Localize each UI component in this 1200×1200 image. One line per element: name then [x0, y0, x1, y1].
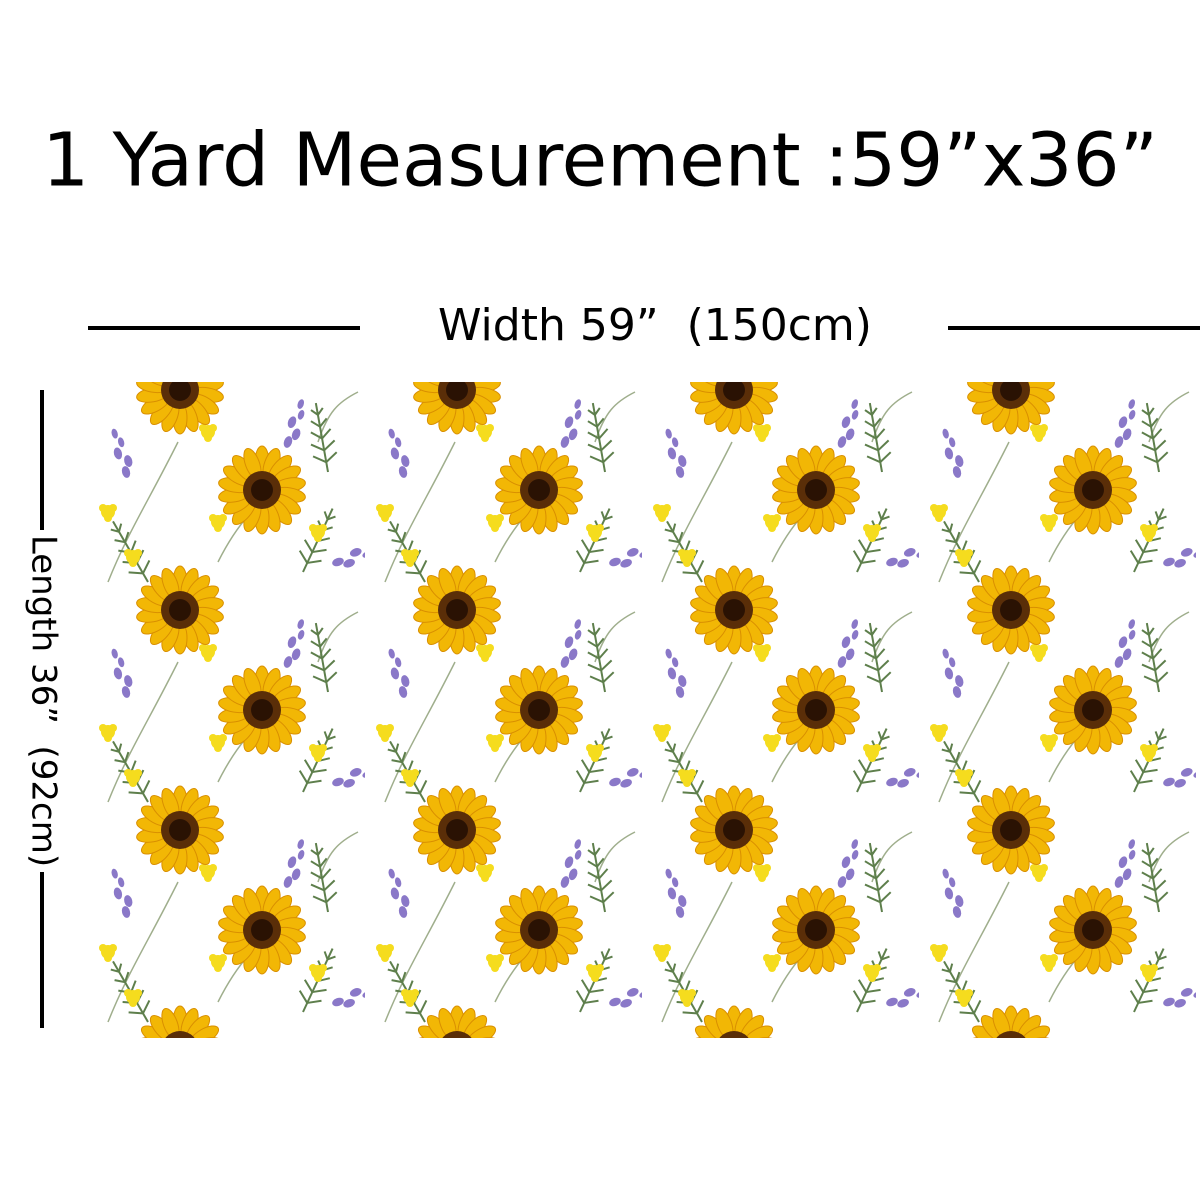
fabric-pattern: [88, 382, 1200, 1038]
width-label: Width 59” (150cm): [438, 300, 872, 351]
length-label: Length 36” (92cm): [24, 535, 64, 867]
title: 1 Yard Measurement :59”x36”: [42, 118, 1158, 204]
